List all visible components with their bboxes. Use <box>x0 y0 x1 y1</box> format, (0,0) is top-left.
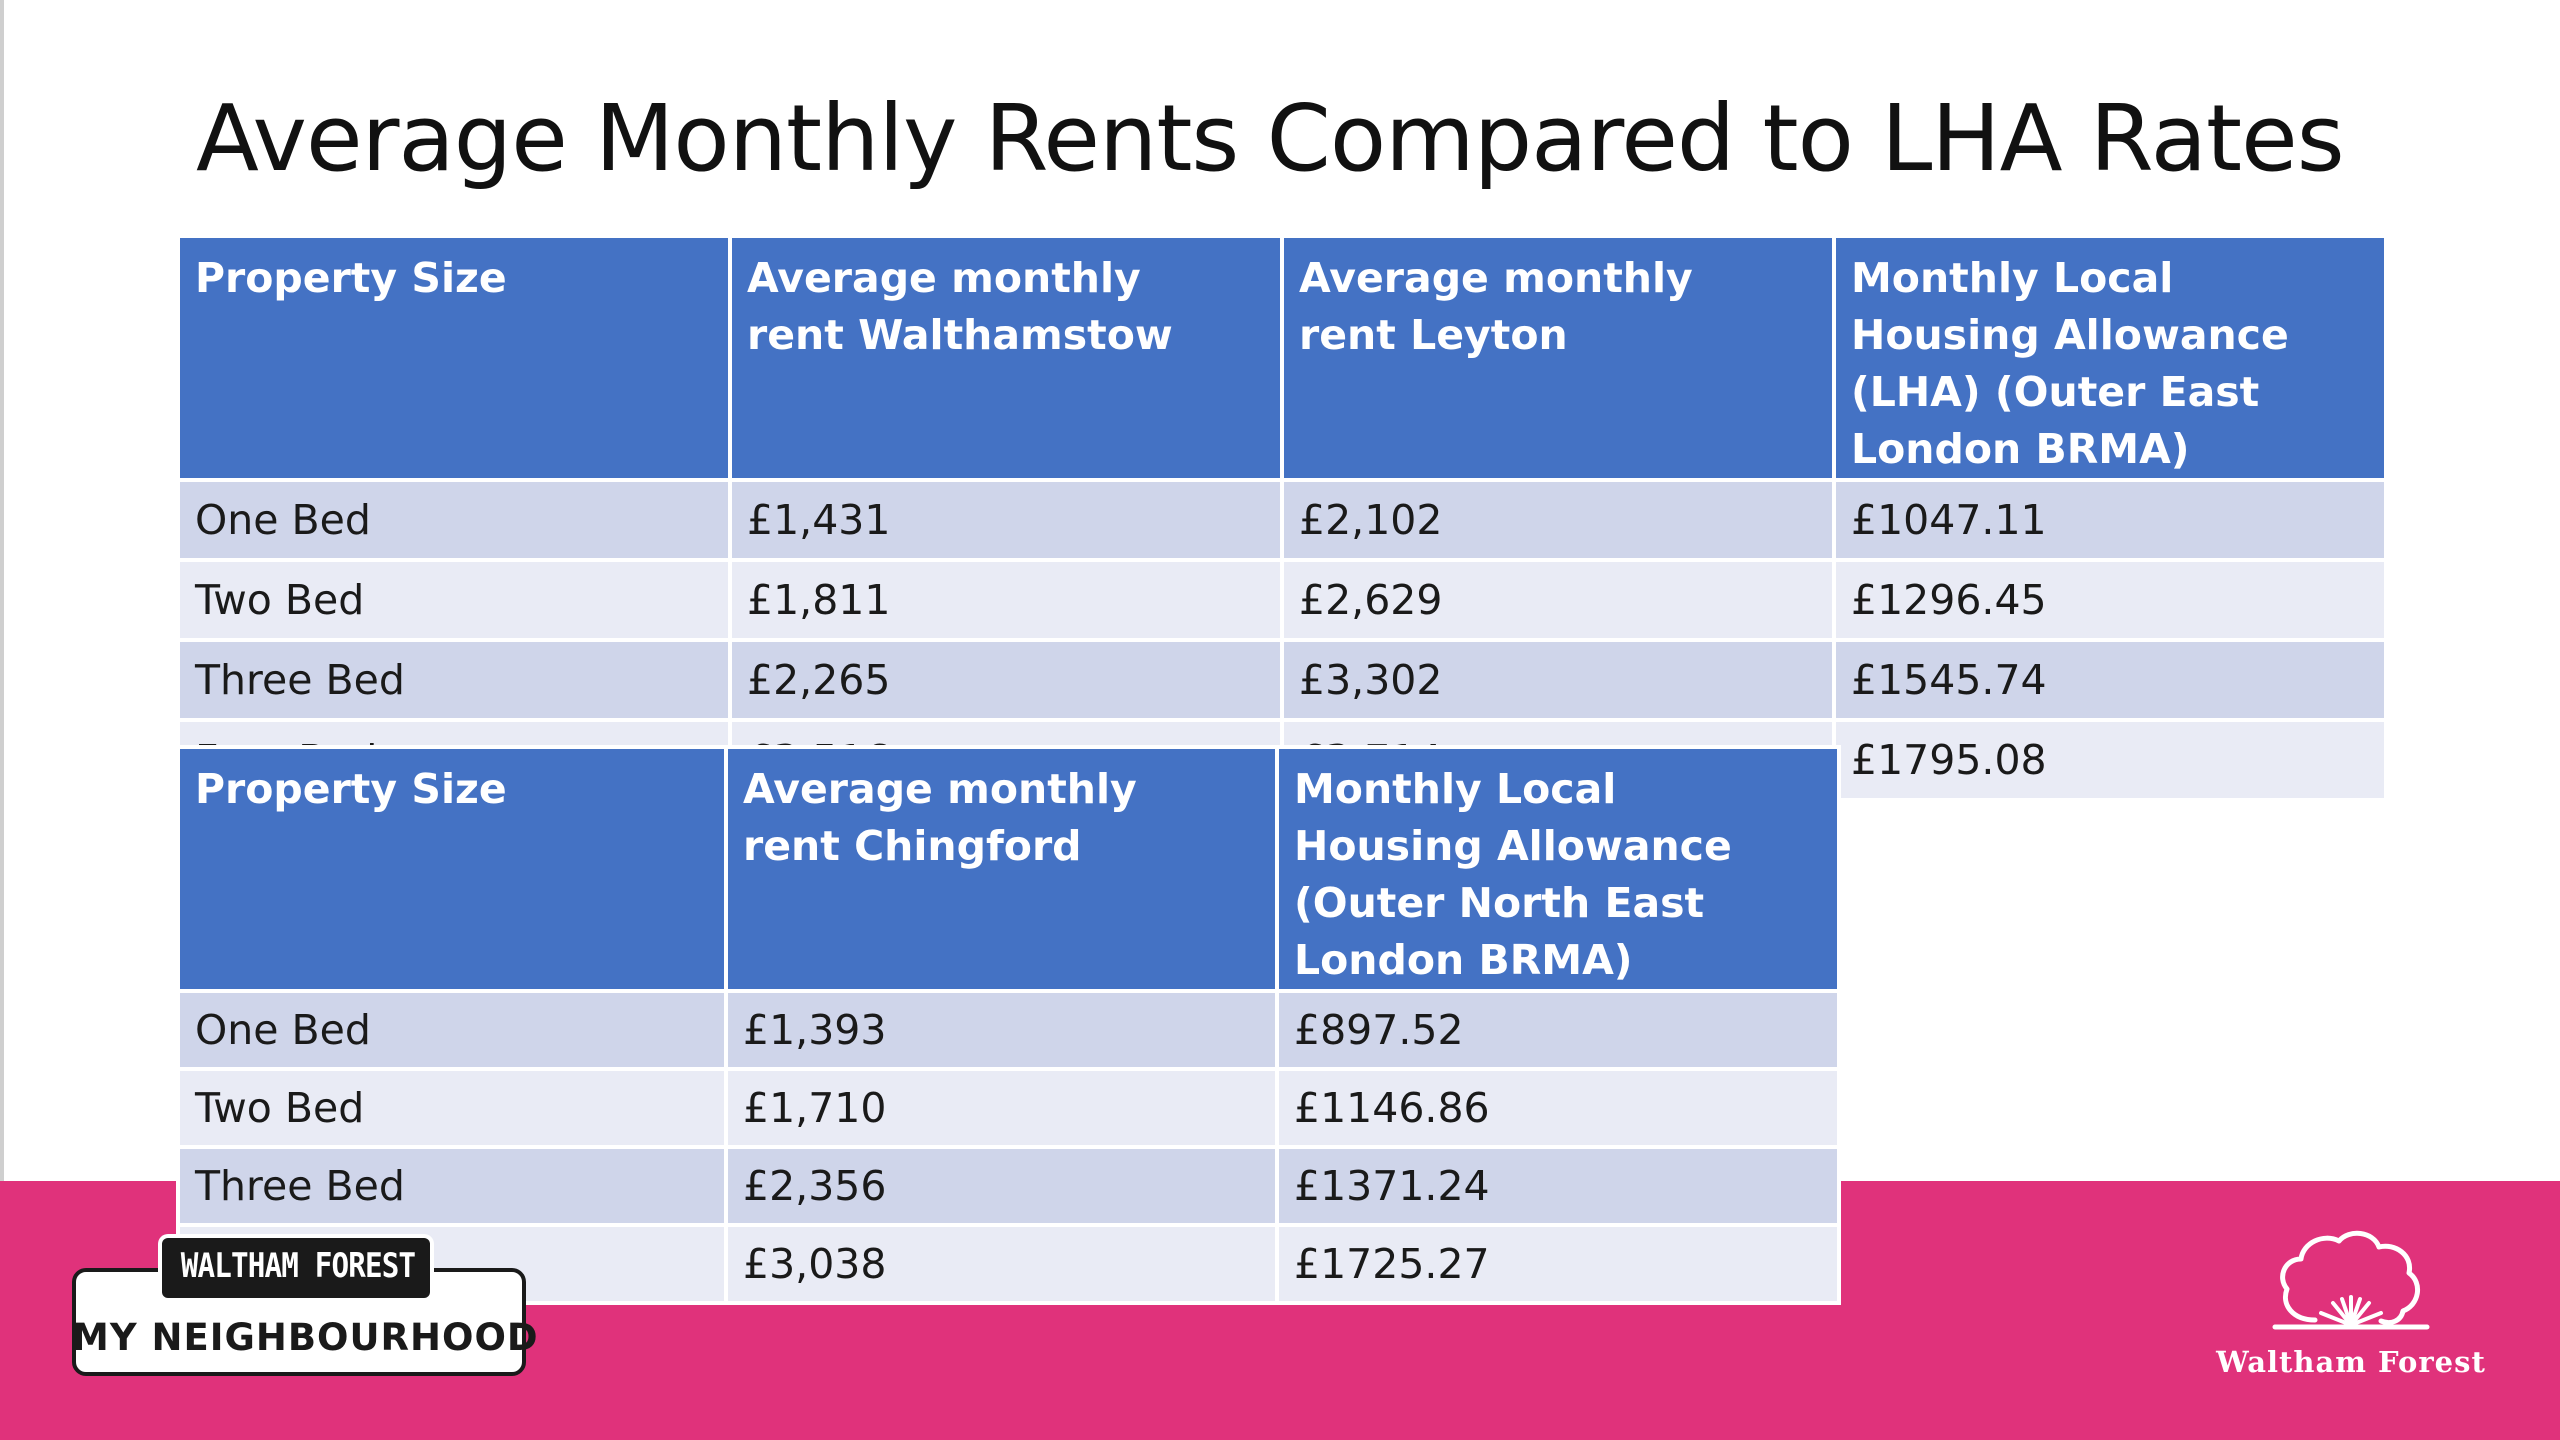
table-row: Three Bed £2,356 £1371.24 <box>176 1145 1841 1227</box>
cell-rent-chingford: £2,356 <box>724 1145 1279 1227</box>
slide-title: Average Monthly Rents Compared to LHA Ra… <box>196 85 2345 192</box>
cell-lha: £1371.24 <box>1275 1145 1841 1227</box>
cell-property-size: Three Bed <box>176 638 732 722</box>
cell-rent-chingford: £1,710 <box>724 1067 1279 1149</box>
cell-lha: £897.52 <box>1275 989 1841 1071</box>
cell-property-size: Three Bed <box>176 1145 728 1227</box>
table-header-row: Property Size Average monthly rent Walth… <box>176 234 2388 482</box>
header-rent-walthamstow: Average monthly rent Walthamstow <box>728 234 1284 482</box>
cell-rent-leyton: £2,629 <box>1280 558 1836 642</box>
cell-rent-walthamstow: £1,431 <box>728 478 1284 562</box>
my-neighbourhood-logo-text: MY NEIGHBOURHOOD <box>72 1316 539 1359</box>
cell-property-size: One Bed <box>176 478 732 562</box>
cell-rent-walthamstow: £2,265 <box>728 638 1284 722</box>
tree-sunburst-icon <box>2272 1230 2430 1330</box>
cell-lha: £1047.11 <box>1832 478 2388 562</box>
cell-lha: £1795.08 <box>1832 718 2388 802</box>
header-lha-outer-east: Monthly Local Housing Allowance (LHA) (O… <box>1832 234 2388 482</box>
waltham-forest-council-logo: Waltham Forest <box>2215 1225 2487 1385</box>
cell-lha: £1545.74 <box>1832 638 2388 722</box>
table-header-row: Property Size Average monthly rent Ching… <box>176 745 1841 993</box>
waltham-forest-tab: WALTHAM FOREST <box>162 1238 430 1298</box>
table-row: One Bed £1,431 £2,102 £1047.11 <box>176 478 2388 562</box>
cell-rent-leyton: £2,102 <box>1280 478 1836 562</box>
cell-rent-walthamstow: £1,811 <box>728 558 1284 642</box>
slide-left-edge <box>0 0 4 1440</box>
cell-rent-chingford: £3,038 <box>724 1223 1279 1305</box>
cell-lha: £1296.45 <box>1832 558 2388 642</box>
header-rent-chingford: Average monthly rent Chingford <box>724 745 1279 993</box>
header-lha-outer-north-east: Monthly Local Housing Allowance (Outer N… <box>1275 745 1841 993</box>
waltham-forest-council-name: Waltham Forest <box>2216 1345 2486 1379</box>
table-row: Two Bed £1,710 £1146.86 <box>176 1067 1841 1149</box>
cell-property-size: Two Bed <box>176 558 732 642</box>
cell-lha: £1146.86 <box>1275 1067 1841 1149</box>
rents-table-chingford: Property Size Average monthly rent Ching… <box>176 745 1841 1305</box>
waltham-forest-tab-text: WALTHAM FOREST <box>180 1246 416 1286</box>
rents-table-walthamstow-leyton: Property Size Average monthly rent Walth… <box>176 234 2388 802</box>
table-row: Three Bed £2,265 £3,302 £1545.74 <box>176 638 2388 722</box>
header-rent-leyton: Average monthly rent Leyton <box>1280 234 1836 482</box>
cell-property-size: One Bed <box>176 989 728 1071</box>
table-row: Two Bed £1,811 £2,629 £1296.45 <box>176 558 2388 642</box>
cell-rent-chingford: £1,393 <box>724 989 1279 1071</box>
header-property-size: Property Size <box>176 745 728 993</box>
header-property-size: Property Size <box>176 234 732 482</box>
my-neighbourhood-logo: MY NEIGHBOURHOOD WALTHAM FOREST <box>72 1238 539 1381</box>
table-row: One Bed £1,393 £897.52 <box>176 989 1841 1071</box>
cell-lha: £1725.27 <box>1275 1223 1841 1305</box>
cell-rent-leyton: £3,302 <box>1280 638 1836 722</box>
cell-property-size: Two Bed <box>176 1067 728 1149</box>
